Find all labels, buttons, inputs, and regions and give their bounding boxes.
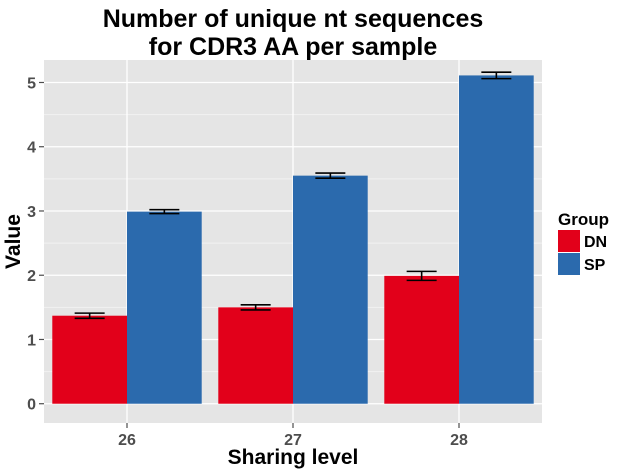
error-bar-sp-26 xyxy=(149,208,180,215)
bar-dn-27 xyxy=(218,307,293,404)
y-tick-label: 4 xyxy=(27,140,36,157)
legend-label-sp: SP xyxy=(584,257,606,274)
y-axis-ticks: 0 1 2 3 4 5 xyxy=(27,75,44,414)
bars xyxy=(52,75,534,404)
y-tick-label: 3 xyxy=(27,204,36,221)
chart-title-line-1: Number of unique nt sequences xyxy=(103,5,484,33)
y-axis-title: Value xyxy=(2,214,25,269)
error-bars xyxy=(74,71,512,320)
legend-label-dn: DN xyxy=(584,234,607,251)
bar-dn-28 xyxy=(384,275,459,404)
bar-sp-27 xyxy=(293,175,368,404)
error-bar-sp-27 xyxy=(315,172,346,180)
error-bar-sp-28 xyxy=(481,71,512,80)
x-tick-label: 27 xyxy=(284,432,302,449)
legend-key-sp xyxy=(558,253,580,275)
bar-sp-26 xyxy=(127,211,202,404)
x-axis-ticks: 26 27 28 xyxy=(118,423,468,449)
y-tick-label: 1 xyxy=(27,332,36,349)
legend: Group DN SP xyxy=(558,210,609,275)
legend-key-dn xyxy=(558,230,580,252)
error-bar-dn-28 xyxy=(406,270,437,282)
x-tick-label: 26 xyxy=(118,432,136,449)
y-tick-label: 0 xyxy=(27,397,36,414)
y-tick-label: 5 xyxy=(27,75,36,92)
error-bar-dn-26 xyxy=(74,312,105,320)
bar-dn-26 xyxy=(52,315,127,404)
x-tick-label: 28 xyxy=(450,432,468,449)
legend-title: Group xyxy=(558,210,609,229)
y-tick-label: 2 xyxy=(27,268,36,285)
chart-title-line-2: for CDR3 AA per sample xyxy=(149,33,438,61)
x-axis-title: Sharing level xyxy=(228,446,359,469)
bar-sp-28 xyxy=(459,75,534,404)
error-bar-dn-27 xyxy=(240,303,271,311)
